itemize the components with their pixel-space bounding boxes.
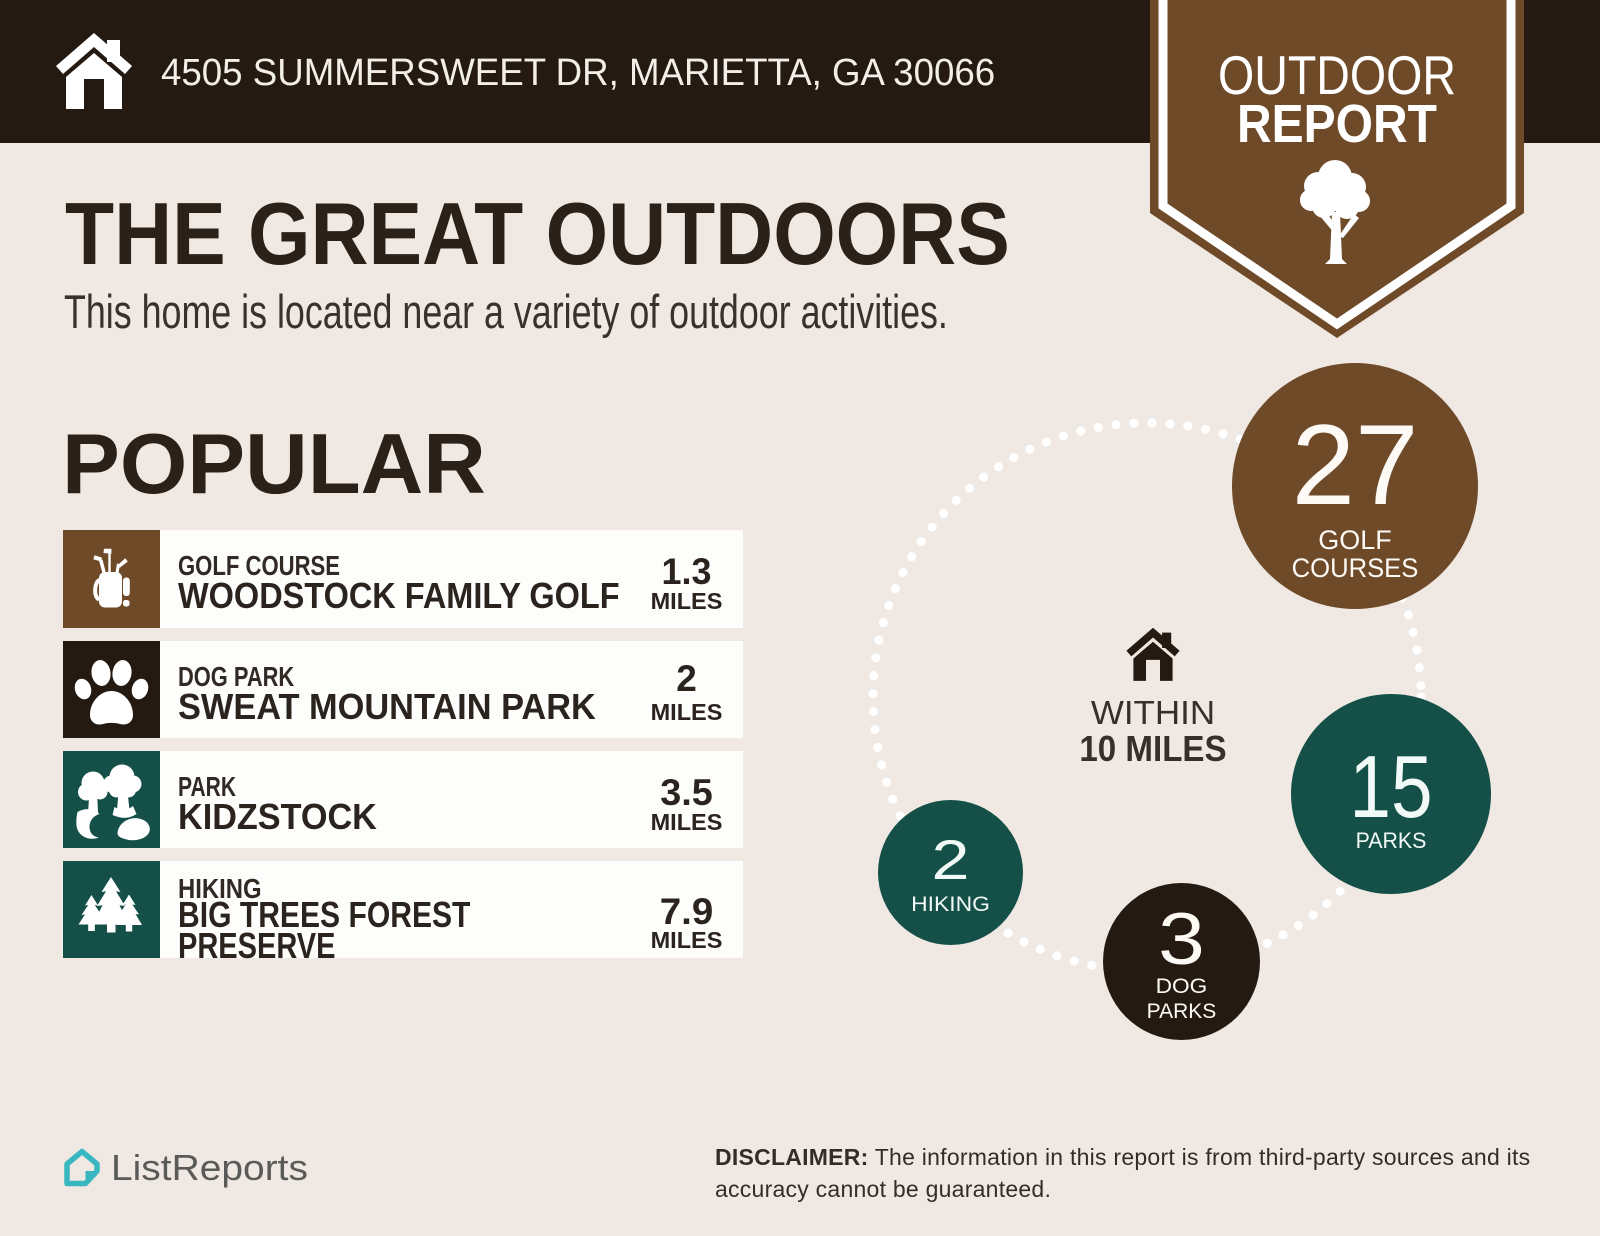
svg-text:REPORT: REPORT — [1237, 94, 1437, 154]
svg-text:OUTDOOR: OUTDOOR — [1218, 44, 1456, 106]
